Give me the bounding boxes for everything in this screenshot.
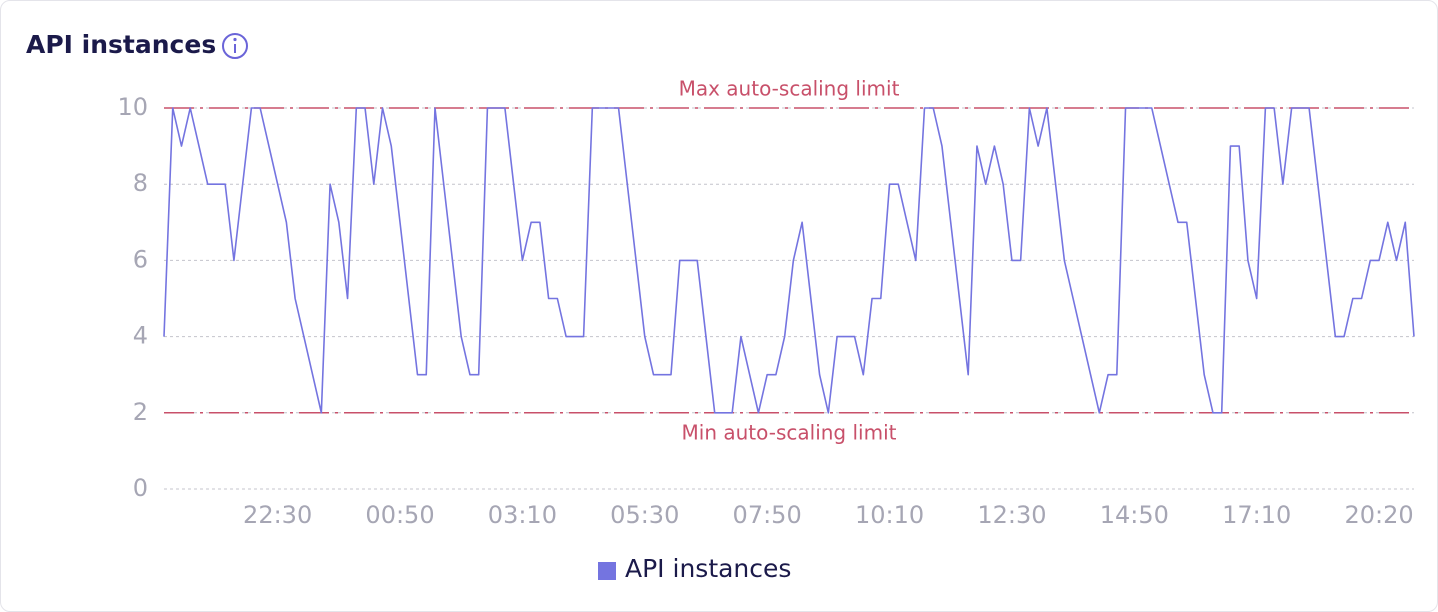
x-tick-label: 17:10 (1222, 501, 1291, 529)
x-tick-label: 03:10 (488, 501, 557, 529)
x-tick-label: 14:50 (1100, 501, 1169, 529)
y-tick-label: 8 (133, 169, 148, 197)
data-line (163, 107, 1415, 414)
x-tick-label: 05:30 (610, 501, 679, 529)
reference-label: Min auto-scaling limit (682, 420, 897, 444)
legend-label[interactable]: API instances (625, 554, 791, 583)
x-tick-label: 22:30 (243, 501, 312, 529)
info-icon[interactable] (222, 33, 248, 59)
y-tick-label: 6 (133, 245, 148, 273)
y-tick-label: 2 (133, 398, 148, 426)
y-tick-label: 0 (133, 474, 148, 502)
x-tick-label: 20:20 (1344, 501, 1413, 529)
y-tick-label: 10 (117, 93, 148, 121)
x-tick-label: 07:50 (733, 501, 802, 529)
chart-title: API instances (26, 30, 216, 59)
legend-swatch (598, 562, 616, 580)
x-tick-label: 00:50 (365, 501, 434, 529)
x-tick-label: 10:10 (855, 501, 924, 529)
y-tick-label: 4 (133, 322, 148, 350)
x-tick-label: 12:30 (977, 501, 1046, 529)
reference-label: Max auto-scaling limit (679, 77, 900, 101)
